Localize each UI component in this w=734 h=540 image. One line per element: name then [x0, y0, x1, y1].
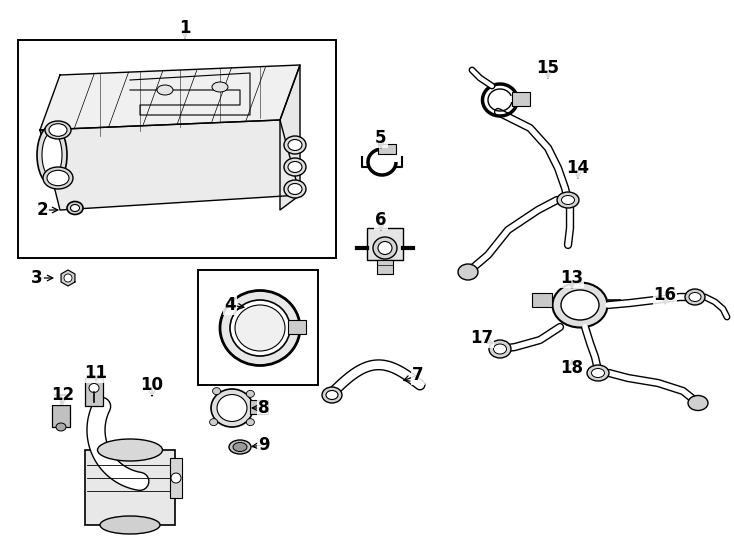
Ellipse shape: [49, 124, 67, 136]
Polygon shape: [40, 65, 300, 130]
Ellipse shape: [233, 442, 247, 451]
Text: 7: 7: [413, 366, 424, 384]
Ellipse shape: [288, 161, 302, 172]
Text: 13: 13: [561, 269, 584, 287]
Ellipse shape: [247, 390, 255, 397]
Ellipse shape: [157, 85, 173, 95]
Text: 17: 17: [470, 329, 493, 347]
Ellipse shape: [213, 388, 221, 395]
Ellipse shape: [326, 390, 338, 400]
Ellipse shape: [689, 293, 701, 301]
Ellipse shape: [288, 184, 302, 194]
Bar: [18, 40, 336, 258]
Text: 16: 16: [653, 286, 677, 304]
Ellipse shape: [98, 439, 162, 461]
Ellipse shape: [212, 82, 228, 92]
Polygon shape: [280, 65, 300, 210]
Ellipse shape: [373, 237, 397, 259]
Ellipse shape: [171, 473, 181, 483]
Ellipse shape: [458, 264, 478, 280]
Text: 5: 5: [375, 129, 387, 147]
Ellipse shape: [89, 383, 99, 393]
Ellipse shape: [284, 180, 306, 198]
Text: 11: 11: [84, 364, 107, 382]
Bar: [85, 450, 175, 525]
Text: 14: 14: [567, 159, 589, 177]
Text: 18: 18: [561, 359, 584, 377]
Ellipse shape: [561, 290, 599, 320]
Text: 15: 15: [537, 59, 559, 77]
Ellipse shape: [553, 282, 608, 327]
Ellipse shape: [235, 305, 285, 351]
Ellipse shape: [220, 291, 300, 366]
Ellipse shape: [42, 132, 62, 178]
Ellipse shape: [592, 368, 605, 377]
Text: 6: 6: [375, 211, 387, 229]
Bar: [170, 458, 182, 498]
Polygon shape: [61, 270, 75, 286]
Ellipse shape: [47, 170, 69, 186]
Ellipse shape: [284, 136, 306, 154]
Ellipse shape: [70, 205, 79, 212]
Text: 8: 8: [258, 399, 270, 417]
Bar: [288, 320, 306, 334]
Ellipse shape: [45, 121, 71, 139]
Ellipse shape: [688, 395, 708, 410]
Ellipse shape: [64, 274, 72, 282]
Text: 10: 10: [140, 376, 164, 394]
Ellipse shape: [685, 289, 705, 305]
Ellipse shape: [587, 365, 609, 381]
Bar: [52, 405, 70, 427]
Bar: [512, 92, 530, 106]
Bar: [250, 400, 268, 414]
Bar: [367, 228, 403, 260]
Ellipse shape: [378, 241, 392, 254]
Ellipse shape: [217, 395, 247, 422]
Bar: [377, 260, 393, 274]
Ellipse shape: [562, 195, 575, 205]
Ellipse shape: [211, 389, 253, 427]
Bar: [378, 144, 396, 154]
Polygon shape: [40, 120, 300, 210]
Ellipse shape: [322, 387, 342, 403]
Bar: [198, 270, 318, 385]
Ellipse shape: [557, 192, 579, 208]
Text: 2: 2: [36, 201, 48, 219]
Ellipse shape: [489, 340, 511, 358]
Ellipse shape: [67, 201, 83, 214]
Ellipse shape: [56, 423, 66, 431]
Ellipse shape: [493, 344, 506, 354]
Ellipse shape: [288, 139, 302, 151]
Text: 9: 9: [258, 436, 270, 454]
Ellipse shape: [100, 516, 160, 534]
Ellipse shape: [43, 167, 73, 189]
Text: 12: 12: [51, 386, 75, 404]
Ellipse shape: [229, 440, 251, 454]
Text: 3: 3: [31, 269, 43, 287]
Ellipse shape: [247, 418, 255, 426]
Ellipse shape: [37, 125, 67, 185]
Ellipse shape: [230, 300, 290, 356]
Ellipse shape: [210, 418, 217, 426]
Bar: [85, 378, 103, 406]
Text: 4: 4: [224, 296, 236, 314]
Ellipse shape: [284, 158, 306, 176]
Text: 1: 1: [179, 19, 191, 37]
Bar: [532, 293, 552, 307]
